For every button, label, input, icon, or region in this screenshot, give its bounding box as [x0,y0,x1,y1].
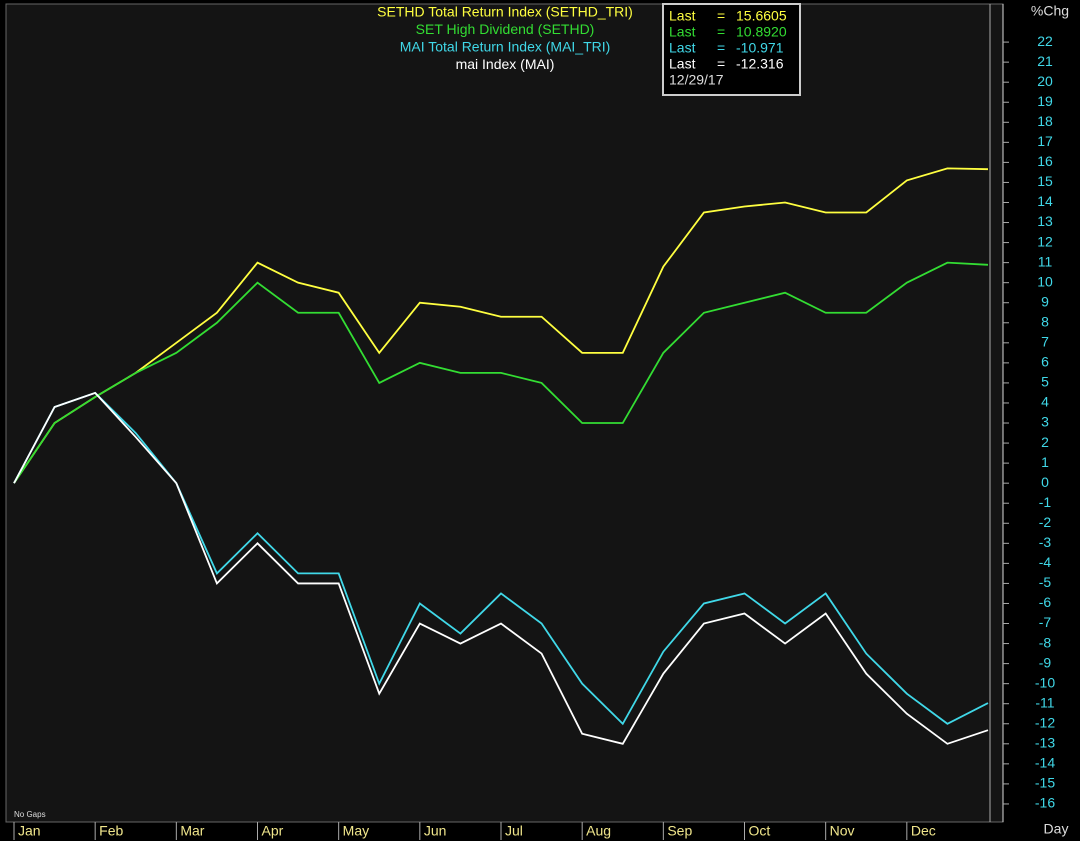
y-tick-label: 13 [1037,213,1053,229]
y-tick-label: 9 [1041,293,1049,309]
x-tick-label: May [343,823,369,839]
y-tick-label: 5 [1041,374,1049,390]
x-tick-label: Oct [749,823,771,839]
last-label: Last [669,8,696,24]
series-line [13,167,989,484]
y-tick-label: -11 [1035,694,1054,710]
last-sign: = [717,40,725,56]
last-label: Last [669,56,696,72]
x-tick-label: Aug [586,823,611,839]
y-tick-label: 15 [1037,173,1053,189]
y-tick-label: 21 [1037,53,1053,69]
x-tick-label: Sep [667,823,692,839]
x-tick-label: Jan [18,823,41,839]
x-tick-label: Jun [424,823,447,839]
x-tick-label: Apr [262,823,284,839]
last-value: 15.6605 [736,8,787,24]
y-tick-label: 7 [1041,334,1049,350]
y-tick-label: -13 [1035,735,1055,751]
series-line [13,261,989,484]
y-tick-label: -4 [1039,554,1052,570]
y-tick-label: -2 [1039,514,1052,530]
y-tick-label: -9 [1039,654,1052,670]
y-tick-label: 0 [1041,474,1049,490]
x-tick-label: Jul [505,823,523,839]
last-sign: = [717,24,725,40]
y-tick-label: -15 [1035,775,1055,791]
y-tick-label: 19 [1037,93,1053,109]
y-tick-label: -6 [1039,594,1052,610]
x-tick-label: Nov [830,823,855,839]
last-date: 12/29/17 [669,72,724,88]
y-tick-label: -16 [1035,795,1055,811]
y-tick-label: 18 [1037,113,1053,129]
y-tick-label: -1 [1039,494,1052,510]
series-line [13,391,989,745]
y-tick-label: 20 [1037,73,1053,89]
legend-entry: mai Index (MAI) [456,56,555,72]
y-tick-label: -5 [1039,574,1052,590]
last-value: -10.971 [736,40,784,56]
last-sign: = [717,8,725,24]
last-value: -12.316 [736,56,784,72]
legend-entry: MAI Total Return Index (MAI_TRI) [400,39,611,55]
y-tick-label: -3 [1039,534,1052,550]
y-tick-label: -14 [1035,755,1055,771]
y-tick-label: 6 [1041,354,1049,370]
x-tick-label: Mar [180,823,204,839]
y-tick-label: 11 [1038,253,1053,269]
y-tick-label: 10 [1037,273,1053,289]
last-label: Last [669,40,696,56]
y-tick-label: 8 [1041,313,1049,329]
y-axis-label: %Chg [1031,3,1069,19]
last-value: 10.8920 [736,24,787,40]
x-tick-label: Feb [99,823,123,839]
y-tick-label: 17 [1037,133,1053,149]
last-label: Last [669,24,696,40]
y-tick-label: 22 [1037,33,1053,49]
legend-entry: SET High Dividend (SETHD) [416,21,595,37]
legend-entry: SETHD Total Return Index (SETHD_TRI) [377,4,633,20]
y-tick-label: 1 [1041,454,1049,470]
y-tick-label: -8 [1039,634,1052,650]
y-tick-label: -7 [1039,614,1052,630]
y-tick-label: 12 [1037,233,1053,249]
y-tick-label: 16 [1037,153,1053,169]
y-tick-label: -10 [1035,674,1055,690]
y-tick-label: -12 [1035,714,1055,730]
y-tick-label: 3 [1041,414,1049,430]
x-tick-label: Dec [911,823,936,839]
y-tick-label: 4 [1041,394,1049,410]
last-sign: = [717,56,725,72]
note: No Gaps [14,810,46,819]
last-box [662,3,801,96]
y-tick-label: 14 [1037,193,1053,209]
plot-area [5,3,1004,823]
x-axis-label: Day [1044,821,1069,837]
y-tick-label: 2 [1041,434,1049,450]
